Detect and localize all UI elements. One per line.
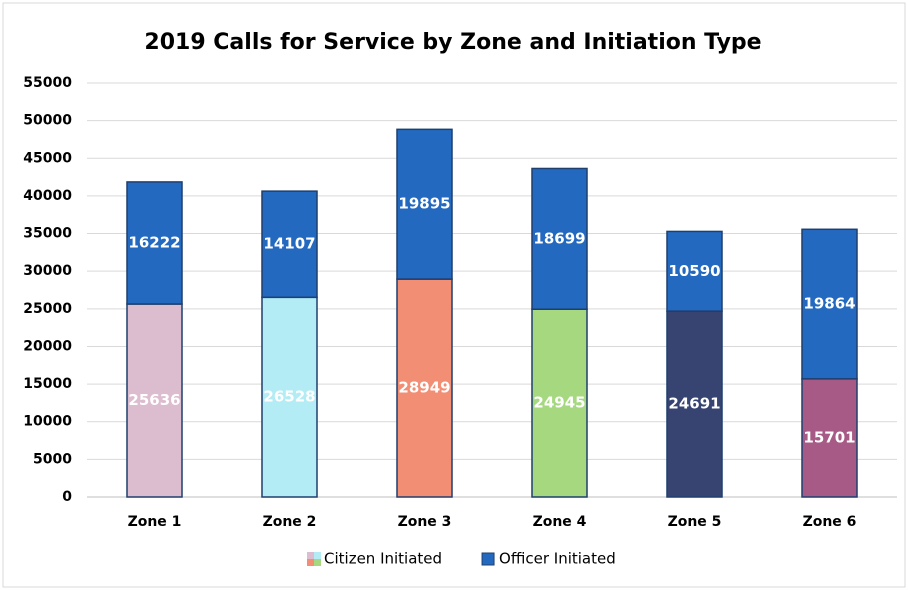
legend-swatch — [307, 552, 314, 559]
legend-swatch — [314, 559, 321, 566]
data-label: 16222 — [128, 233, 180, 251]
legend-swatch — [307, 559, 314, 566]
data-label: 24691 — [668, 395, 720, 413]
data-label: 19895 — [398, 195, 450, 213]
x-tick-label: Zone 5 — [668, 514, 722, 530]
chart-title: 2019 Calls for Service by Zone and Initi… — [144, 30, 761, 55]
bar-segment — [531, 308, 588, 498]
bar-segment — [801, 378, 858, 498]
data-label: 14107 — [263, 235, 315, 253]
data-label: 15701 — [803, 428, 855, 446]
y-tick-label: 45000 — [23, 150, 72, 166]
x-tick-label: Zone 6 — [803, 514, 857, 530]
y-tick-label: 30000 — [23, 263, 72, 279]
data-label: 24945 — [533, 394, 585, 412]
bar-segment — [666, 230, 723, 312]
data-label: 10590 — [668, 262, 720, 280]
legend-label: Citizen Initiated — [324, 550, 442, 568]
y-tick-label: 20000 — [23, 338, 72, 354]
x-tick-label: Zone 1 — [128, 514, 182, 530]
y-tick-label: 35000 — [23, 226, 72, 242]
y-tick-label: 40000 — [23, 188, 72, 204]
data-label: 19864 — [803, 295, 855, 313]
data-label: 26528 — [263, 388, 315, 406]
bar-segment — [801, 228, 858, 380]
bar-segment — [396, 278, 453, 498]
bar-segment — [666, 310, 723, 498]
data-label: 28949 — [398, 379, 450, 397]
bar-segment — [531, 167, 588, 310]
y-tick-label: 25000 — [23, 301, 72, 317]
data-label: 18699 — [533, 229, 585, 247]
y-tick-label: 50000 — [23, 113, 72, 129]
bar-segment — [396, 128, 453, 280]
x-tick-label: Zone 3 — [398, 514, 452, 530]
y-tick-label: 5000 — [33, 451, 72, 467]
x-tick-label: Zone 4 — [533, 514, 587, 530]
legend-swatch — [481, 552, 495, 566]
y-tick-label: 55000 — [23, 75, 72, 91]
y-tick-label: 15000 — [23, 376, 72, 392]
legend-label: Officer Initiated — [499, 550, 616, 568]
x-tick-label: Zone 2 — [263, 514, 317, 530]
bar-segment — [126, 181, 183, 305]
y-tick-label: 0 — [62, 489, 72, 505]
bar-segment — [261, 190, 318, 299]
data-label: 25636 — [128, 391, 180, 409]
legend-swatch — [314, 552, 321, 559]
y-tick-label: 10000 — [23, 414, 72, 430]
